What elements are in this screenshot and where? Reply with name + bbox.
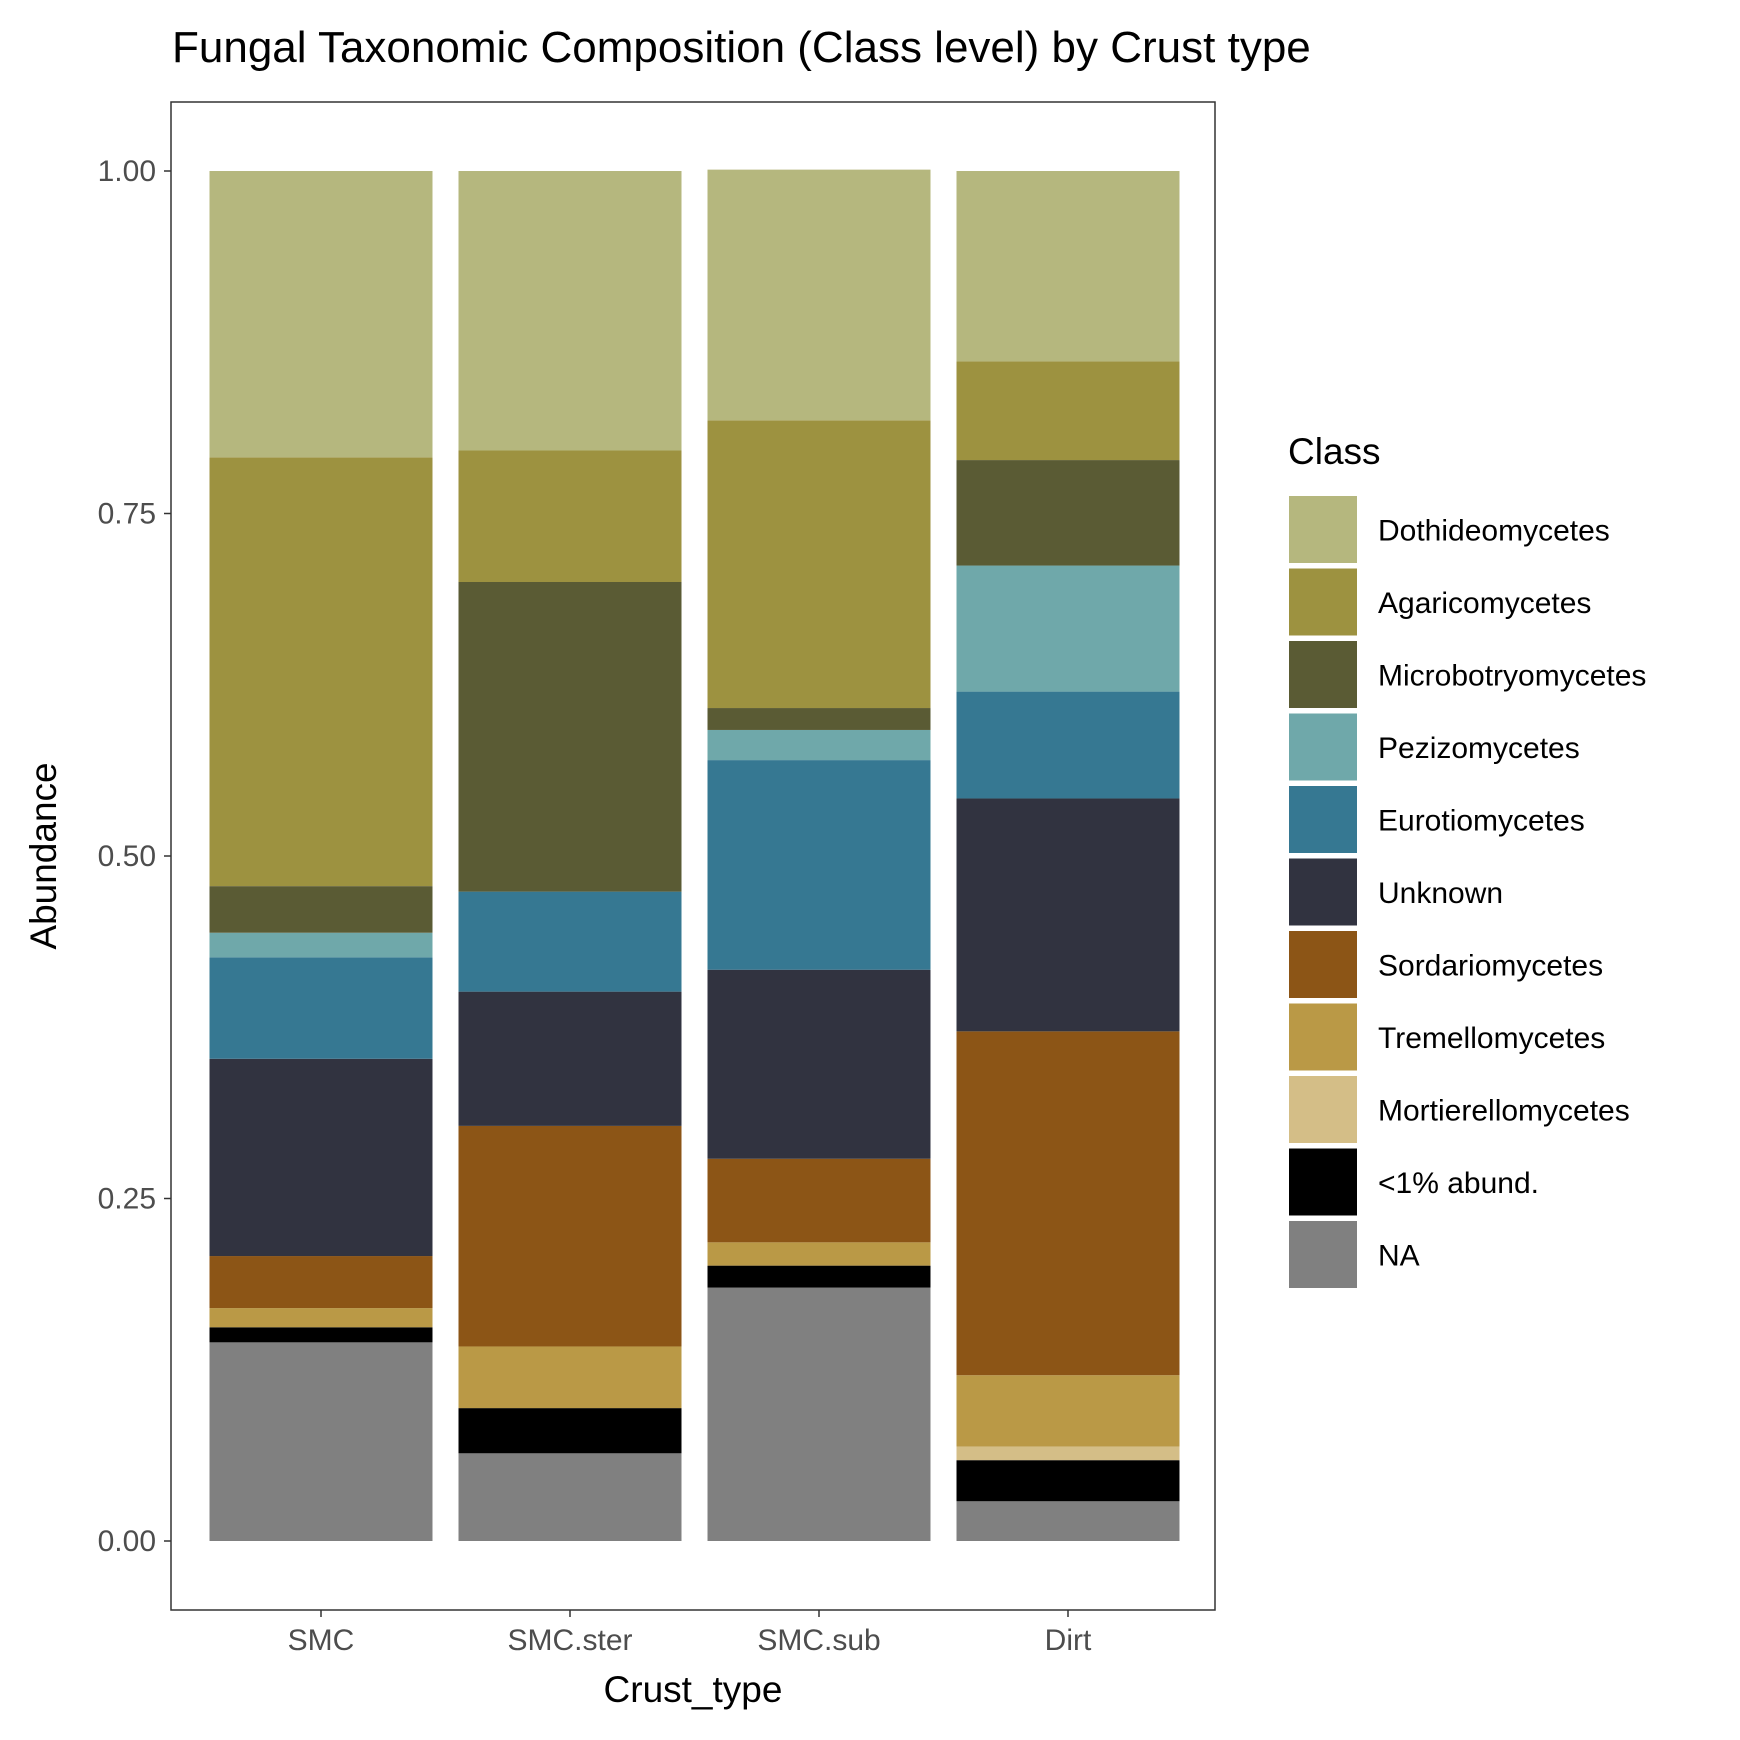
bar-segment — [458, 1125, 682, 1347]
bar-segment — [458, 1453, 682, 1541]
bar-segment — [956, 1031, 1180, 1376]
x-tick-label: SMC.sub — [757, 1624, 880, 1657]
bar-segment — [458, 991, 682, 1126]
y-tick-label: 0.75 — [98, 498, 156, 531]
bar-segment — [458, 891, 682, 992]
bar-segment — [707, 420, 931, 709]
y-tick-label: 0.25 — [98, 1183, 156, 1216]
x-tick-label: SMC — [288, 1624, 355, 1657]
bar-segment — [956, 1501, 1180, 1541]
y-tick-label: 0.00 — [98, 1525, 156, 1558]
bar-segment — [209, 1256, 433, 1309]
bar-segment — [956, 1375, 1180, 1447]
legend-label: Microbotryomycetes — [1378, 660, 1646, 693]
legend-key — [1289, 713, 1357, 781]
legend-label: Tremellomycetes — [1378, 1022, 1605, 1055]
bar-segment — [209, 1058, 433, 1257]
bar-segment — [956, 1460, 1180, 1502]
legend-key — [1289, 1003, 1357, 1071]
legend-key — [1289, 641, 1357, 708]
bar-segment — [209, 1327, 433, 1343]
legend-key — [1289, 1221, 1357, 1288]
y-axis-title: Abundance — [23, 762, 64, 949]
bar-segment — [707, 729, 931, 761]
legend-key — [1289, 496, 1357, 563]
y-axis: 0.00 0.25 0.50 0.75 1.00 — [98, 155, 171, 1558]
bar-segment — [956, 460, 1180, 566]
legend-label: Sordariomycetes — [1378, 950, 1603, 983]
bar-segment — [707, 169, 931, 421]
x-axis-title: Crust_type — [604, 1669, 783, 1710]
y-tick-label: 1.00 — [98, 155, 156, 188]
bar-segment — [209, 1308, 433, 1328]
bar-segment — [458, 171, 682, 451]
legend-label: Agaricomycetes — [1378, 587, 1591, 620]
legend-key — [1289, 568, 1357, 636]
legend-label: Pezizomycetes — [1378, 732, 1580, 765]
legend-key — [1289, 1148, 1357, 1216]
bar-segment — [707, 1287, 931, 1541]
legend-key — [1289, 931, 1357, 998]
bar-segment — [956, 565, 1180, 692]
bar-segment — [209, 457, 433, 887]
bar-segment — [956, 1446, 1180, 1461]
bar-segment — [458, 1346, 682, 1409]
bar-segment — [707, 708, 931, 730]
bars-group — [209, 169, 1180, 1541]
bar-segment — [707, 1242, 931, 1266]
legend-key — [1289, 1076, 1357, 1143]
y-tick-label: 0.50 — [98, 840, 156, 873]
bar-segment — [209, 171, 433, 458]
bar-segment — [458, 1408, 682, 1454]
bar-segment — [707, 760, 931, 970]
legend-label: <1% abund. — [1378, 1167, 1539, 1200]
legend-key — [1289, 786, 1357, 853]
bar-segment — [956, 171, 1180, 362]
legend-label: Mortierellomycetes — [1378, 1095, 1630, 1128]
bar-segment — [209, 1342, 433, 1541]
x-tick-label: Dirt — [1045, 1624, 1092, 1657]
bar-segment — [707, 1158, 931, 1243]
bar-segment — [458, 450, 682, 582]
x-tick-label: SMC.ster — [507, 1624, 632, 1657]
bar-segment — [209, 886, 433, 933]
legend-label: Dothideomycetes — [1378, 515, 1610, 548]
legend-title: Class — [1288, 431, 1381, 472]
bar-segment — [209, 932, 433, 958]
x-axis: SMC SMC.ster SMC.sub Dirt — [288, 1610, 1092, 1657]
legend: Class Dothideomycetes Agaricomycetes Micro… — [1288, 431, 1646, 1288]
bar-segment — [458, 582, 682, 892]
bar-segment — [956, 361, 1180, 461]
bar-segment — [956, 691, 1180, 799]
bar-segment — [707, 969, 931, 1159]
legend-label: Unknown — [1378, 877, 1503, 910]
bar-segment — [707, 1265, 931, 1288]
legend-label: NA — [1378, 1240, 1420, 1273]
bar-segment — [209, 957, 433, 1059]
legend-label: Eurotiomycetes — [1378, 805, 1585, 838]
chart-title: Fungal Taxonomic Composition (Class leve… — [172, 23, 1311, 72]
bar-segment — [956, 798, 1180, 1032]
legend-key — [1289, 858, 1357, 926]
